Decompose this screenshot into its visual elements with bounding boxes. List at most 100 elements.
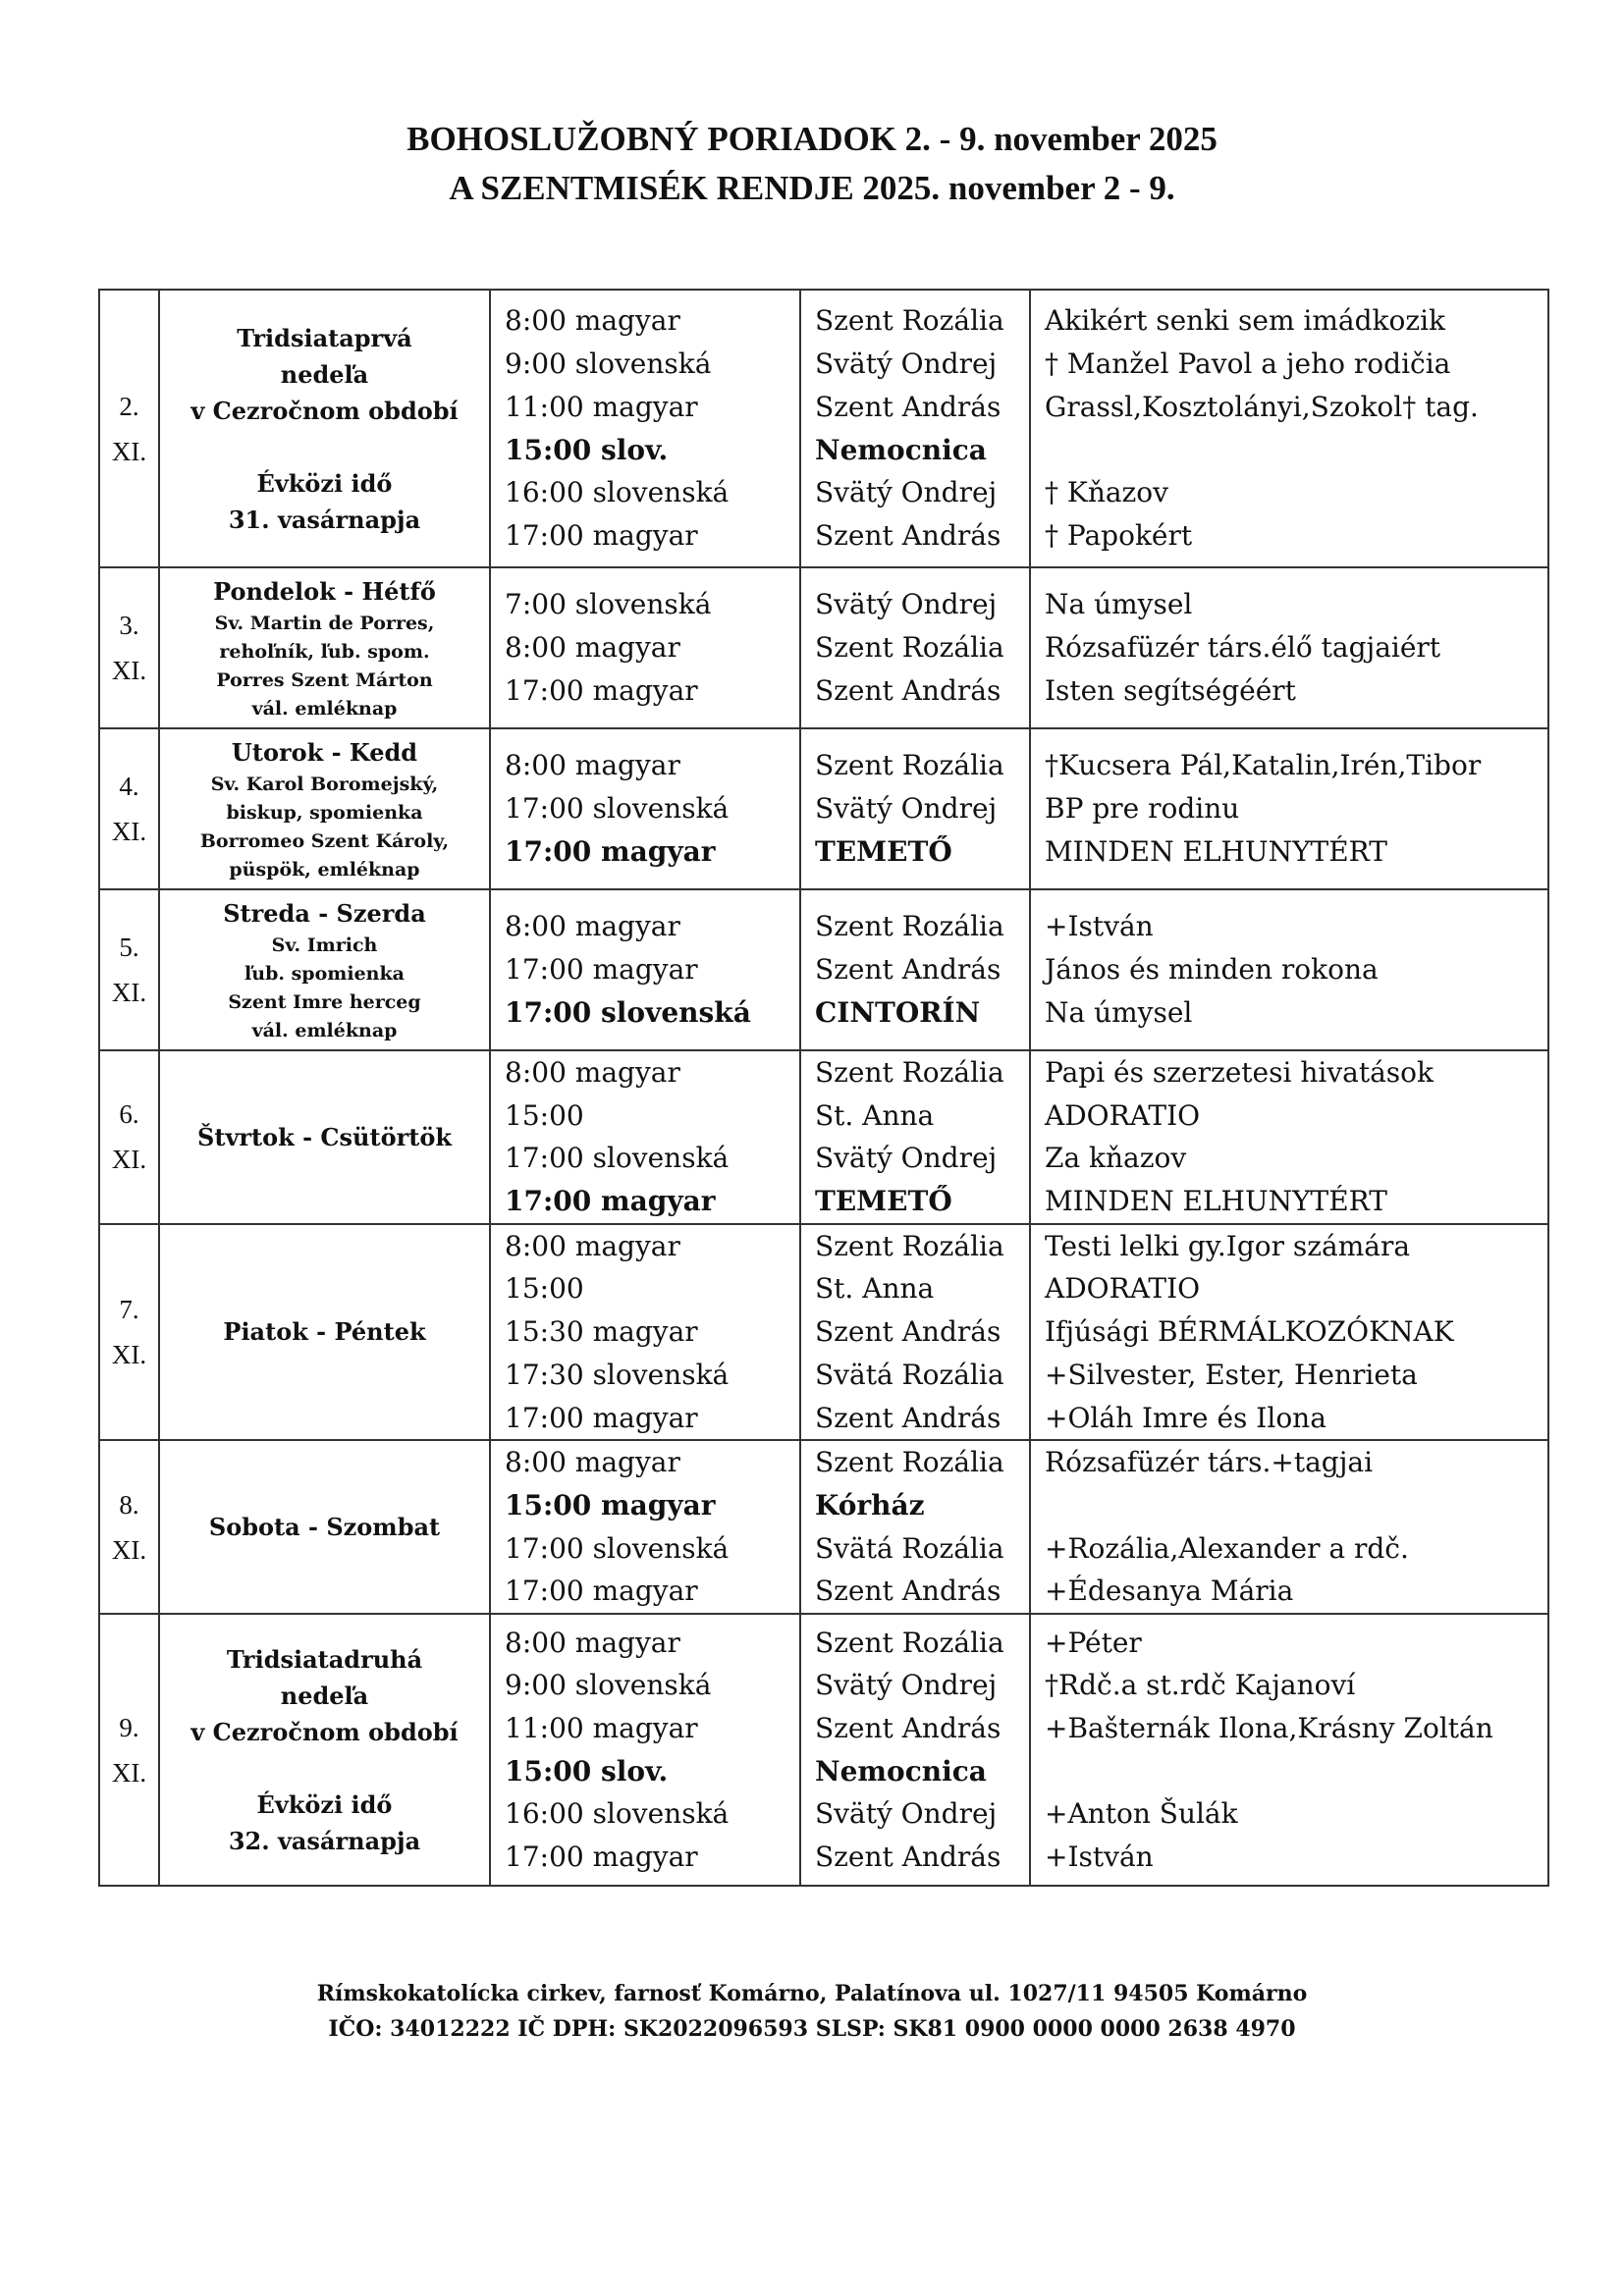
day-title: Piatok - Péntek [223, 1317, 426, 1347]
mass-time: 17:00 magyar [505, 518, 698, 552]
mass-time-cell: 8:00 magyar 9:00 slovenská 11:00 magyar 15:… [489, 1613, 801, 1888]
mass-time: 8:00 magyar [505, 1056, 680, 1089]
mass-intention: BP pre rodinu [1045, 792, 1240, 826]
mass-intention: Grassl,Kosztolányi,Szokol† tag. [1045, 390, 1479, 423]
mass-place: Svätý Ondrej [815, 347, 998, 381]
day-title: Tridsiataprvá [237, 323, 412, 352]
mass-time: 17:30 slovenská [505, 1358, 730, 1391]
day-feast: Sv. Imrich [271, 934, 378, 956]
mass-time: 9:00 slovenská [505, 1669, 712, 1702]
mass-intention-cell: Na úmysel Rózsafüzér társ.élő tagjaiért Is… [1029, 566, 1549, 729]
mass-time: 8:00 magyar [505, 631, 680, 665]
mass-time: 11:00 magyar [505, 1712, 698, 1744]
mass-place: Nemocnica [815, 1754, 987, 1788]
mass-place: Szent András [815, 1315, 1001, 1349]
mass-intention: †Rdč.a st.rdč Kajanoví [1045, 1669, 1356, 1702]
mass-place: Szent András [815, 1712, 1001, 1744]
mass-time: 8:00 magyar [505, 1446, 680, 1479]
mass-time: 17:00 magyar [505, 1401, 698, 1434]
date-text: XI. [111, 436, 147, 466]
mass-place: Svätý Ondrej [815, 1797, 998, 1831]
mass-time-cell: 8:00 magyar 15:00 15:30 magyar 17:30 sloven… [489, 1222, 801, 1442]
mass-intention: ADORATIO [1045, 1272, 1201, 1306]
date-cell: 3. XI. [98, 566, 160, 729]
day-title: Streda - Szerda [223, 898, 426, 928]
mass-place: Szent András [815, 518, 1001, 552]
mass-time-cell: 8:00 magyar 17:00 slovenská 17:00 magyar [489, 727, 801, 890]
day-feast: rehoľník, ľub. spom. [219, 640, 430, 663]
day-title: 32. vasárnapja [228, 1826, 421, 1855]
mass-time: 17:00 magyar [505, 953, 698, 987]
mass-place: Szent András [815, 673, 1001, 707]
date-cell: 8. XI. [98, 1439, 160, 1616]
mass-time-cell: 8:00 magyar 9:00 slovenská 11:00 magyar 15:… [489, 289, 801, 568]
day-title [160, 1750, 489, 1787]
day-feast: Sv. Karol Boromejský, [210, 773, 439, 795]
day-cell: Pondelok - Hétfő Sv. Martin de Porres, reh… [158, 566, 491, 729]
mass-time: 7:00 slovenská [505, 588, 712, 621]
day-feast: vál. emléknap [251, 697, 398, 720]
mass-intention [1045, 429, 1546, 472]
mass-intention: Rózsafüzér társ.+tagjai [1045, 1446, 1374, 1479]
mass-intention: +István [1045, 910, 1154, 943]
mass-intention: Ifjúsági BÉRMÁLKOZÓKNAK [1045, 1315, 1454, 1349]
mass-intention-cell: +Péter †Rdč.a st.rdč Kajanoví +Bašternák I… [1029, 1613, 1549, 1888]
date-text: XI. [111, 656, 147, 685]
mass-intention: +Silvester, Ester, Henrieta [1045, 1358, 1418, 1391]
mass-intention: MINDEN ELHUNYTÉRT [1045, 834, 1387, 868]
date-text: 5. [119, 933, 139, 962]
day-feast: biskup, spomienka [226, 801, 423, 824]
mass-time: 16:00 slovenská [505, 1797, 730, 1831]
mass-time: 17:00 slovenská [505, 792, 730, 826]
mass-place: Szent Rozália [815, 1446, 1004, 1479]
mass-intention: Na úmysel [1045, 995, 1193, 1029]
mass-place: Svätý Ondrej [815, 1669, 998, 1702]
mass-intention: János és minden rokona [1045, 953, 1379, 987]
schedule-table: 2. XI. Tridsiataprvá nedeľa v Cezročnom obdo… [98, 289, 1549, 1888]
day-title: v Cezročnom období [190, 1717, 459, 1746]
mass-place: Svätý Ondrej [815, 588, 998, 621]
mass-time: 17:00 magyar [505, 1841, 698, 1874]
mass-intention: +István [1045, 1841, 1154, 1874]
table-row: 5. XI. Streda - Szerda Sv. Imrich ľub. spomi… [98, 888, 1549, 1051]
mass-time-cell: 8:00 magyar 15:00 magyar 17:00 slovenská 17… [489, 1439, 801, 1616]
mass-intention-cell: Papi és szerzetesi hivatások ADORATIO Za k… [1029, 1049, 1549, 1225]
day-cell: Štvrtok - Csütörtök [158, 1049, 491, 1225]
mass-place-cell: Szent Rozália Kórház Svätá Rozália Szent An… [799, 1439, 1031, 1616]
date-text: 4. [119, 772, 139, 801]
day-cell: Sobota - Szombat [158, 1439, 491, 1616]
mass-place: Szent Rozália [815, 304, 1004, 338]
day-title [160, 429, 489, 465]
day-feast: Szent Imre herceg [228, 990, 421, 1013]
mass-intention: +Anton Šulák [1045, 1797, 1238, 1831]
table-row: 4. XI. Utorok - Kedd Sv. Karol Boromejský, b… [98, 727, 1549, 890]
date-text: XI. [111, 1339, 147, 1369]
mass-time: 15:00 [505, 1098, 584, 1132]
day-title: Sobota - Szombat [208, 1513, 441, 1542]
day-feast: Sv. Martin de Porres, [214, 612, 435, 634]
mass-place-cell: Szent Rozália St. Anna Svätý Ondrej TEMETŐ [799, 1049, 1031, 1225]
mass-intention: Papi és szerzetesi hivatások [1045, 1056, 1434, 1089]
mass-place: St. Anna [815, 1272, 935, 1306]
day-title: Utorok - Kedd [231, 737, 418, 767]
mass-intention: †Kucsera Pál,Katalin,Irén,Tibor [1045, 749, 1482, 782]
date-text: XI. [111, 1534, 147, 1565]
mass-intention: +Rozália,Alexander a rdč. [1045, 1531, 1409, 1565]
mass-time-cell: 8:00 magyar 15:00 17:00 slovenská 17:00 mag… [489, 1049, 801, 1225]
mass-time: 17:00 magyar [505, 673, 698, 707]
day-feast: Borromeo Szent Károly, [199, 829, 450, 852]
mass-time: 15:00 slov. [505, 433, 669, 466]
mass-time-cell: 7:00 slovenská 8:00 magyar 17:00 magyar [489, 566, 801, 729]
date-text: 7. [119, 1294, 139, 1324]
mass-intention: +Édesanya Mária [1045, 1575, 1294, 1608]
date-cell: 6. XI. [98, 1049, 160, 1225]
mass-intention [1045, 1484, 1546, 1527]
date-cell: 4. XI. [98, 727, 160, 890]
mass-intention: Na úmysel [1045, 588, 1193, 621]
date-cell: 7. XI. [98, 1222, 160, 1442]
day-cell: Piatok - Péntek [158, 1222, 491, 1442]
mass-place: Szent Rozália [815, 631, 1004, 665]
date-text: XI. [111, 817, 147, 846]
day-title: Évközi idő [256, 468, 393, 498]
mass-time: 8:00 magyar [505, 749, 680, 782]
